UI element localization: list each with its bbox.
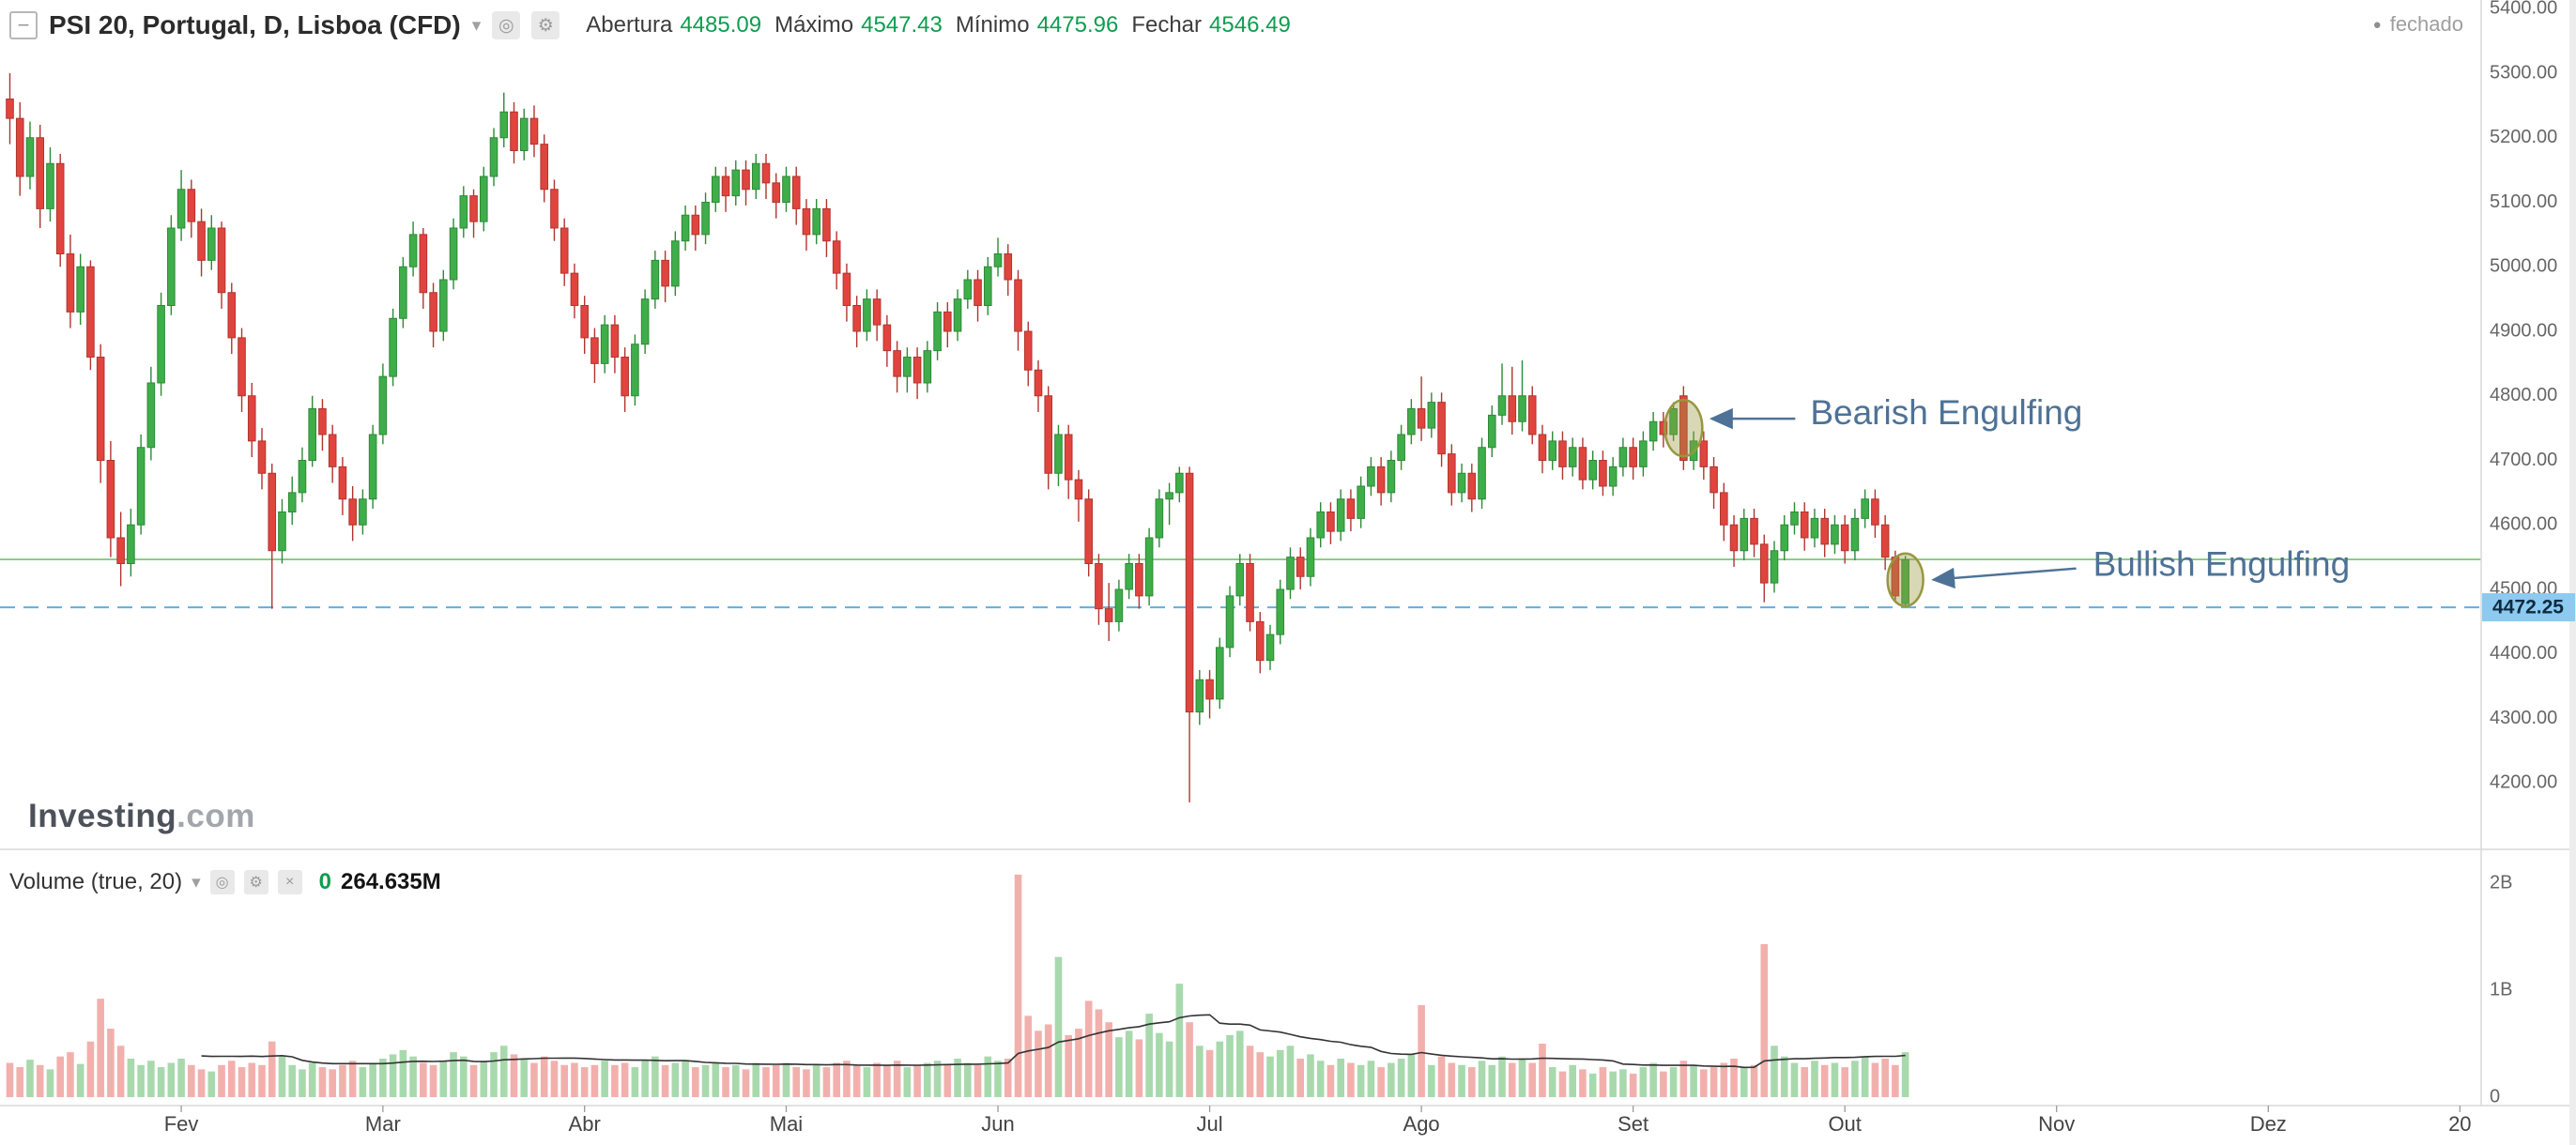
high-value: 4547.43 (861, 12, 943, 38)
open-value: 4485.09 (680, 12, 762, 38)
annotation-arrow[interactable] (1931, 567, 2077, 589)
status-dot-icon: ● (2372, 16, 2382, 33)
settings-icon[interactable]: ⚙ (531, 11, 560, 39)
collapse-panel-icon[interactable]: − (9, 11, 38, 39)
svg-text:4400.00: 4400.00 (2490, 643, 2557, 664)
investing-logo-brand: Investing (28, 798, 177, 834)
market-status-label: fechado (2389, 12, 2463, 36)
svg-text:Ago: Ago (1403, 1112, 1440, 1136)
svg-text:5100.00: 5100.00 (2490, 191, 2557, 212)
svg-text:2B: 2B (2490, 872, 2512, 893)
svg-text:Jun: Jun (981, 1112, 1014, 1136)
right-scrollbar[interactable] (2569, 0, 2576, 1145)
low-value: 4475.96 (1036, 12, 1119, 38)
svg-text:Abr: Abr (569, 1112, 601, 1136)
svg-text:4800.00: 4800.00 (2490, 385, 2557, 405)
visibility-icon[interactable]: ◎ (209, 870, 235, 894)
svg-text:Set: Set (1618, 1112, 1648, 1136)
volume-indicator-label[interactable]: Volume (true, 20) (9, 869, 183, 894)
svg-text:5400.00: 5400.00 (2490, 0, 2557, 19)
svg-text:4900.00: 4900.00 (2490, 320, 2557, 341)
svg-text:Jul: Jul (1196, 1112, 1222, 1136)
chart-toolbar: − PSI 20, Portugal, D, Lisboa (CFD) ▾ ◎ … (9, 8, 1291, 43)
volume-axis[interactable]: 2B 1B 0 (2490, 872, 2512, 1107)
annotation-text[interactable]: Bearish Engulfing (1810, 393, 2082, 432)
svg-text:Mar: Mar (365, 1112, 401, 1136)
settings-icon[interactable]: ⚙ (243, 870, 268, 894)
annotation-ellipse[interactable] (1886, 552, 1924, 607)
time-axis[interactable]: Fev Mar Abr Mai Jun Jul Ago Set Out Nov Dez 20 (164, 1106, 2472, 1136)
svg-text:Nov: Nov (2038, 1112, 2075, 1136)
price-badge (2482, 593, 2575, 622)
svg-text:4300.00: 4300.00 (2490, 708, 2557, 728)
svg-text:Mai: Mai (770, 1112, 803, 1136)
svg-text:1B: 1B (2490, 979, 2512, 1000)
symbol-title[interactable]: PSI 20, Portugal, D, Lisboa (CFD) (49, 10, 461, 39)
svg-text:5000.00: 5000.00 (2490, 256, 2557, 277)
svg-text:0: 0 (2490, 1086, 2500, 1107)
volume-ma-line (201, 1014, 1906, 1069)
chevron-down-icon[interactable]: ▾ (471, 15, 482, 36)
visibility-icon[interactable]: ◎ (492, 11, 521, 39)
high-label: Máximo (774, 12, 854, 38)
close-value: 4546.49 (1209, 12, 1291, 38)
close-label: Fechar (1131, 12, 1203, 38)
candles-layer[interactable] (6, 73, 1909, 802)
low-label: Mínimo (955, 12, 1030, 38)
close-icon[interactable]: × (277, 870, 302, 894)
svg-text:Out: Out (1828, 1112, 1861, 1136)
investing-logo: Investing.com (28, 798, 255, 835)
annotation-text[interactable]: Bullish Engulfing (2093, 544, 2351, 583)
volume-zero-value: 0 (318, 869, 331, 894)
svg-text:5200.00: 5200.00 (2490, 127, 2557, 147)
open-label: Abertura (586, 12, 673, 38)
ohlc-readout: Abertura 4485.09 Máximo 4547.43 Mínimo 4… (586, 12, 1291, 38)
price-axis[interactable]: 5400.00 5300.00 5200.00 5100.00 5000.00 4900.… (2490, 0, 2557, 793)
svg-text:Dez: Dez (2250, 1112, 2287, 1136)
annotation-ellipse[interactable] (1664, 398, 1704, 458)
volume-indicator-header: Volume (true, 20) ▾ ◎ ⚙ × 0 264.635M (9, 869, 441, 895)
volume-bars-layer[interactable] (6, 874, 1909, 1097)
market-status: ● fechado (2373, 12, 2463, 37)
chevron-down-icon[interactable]: ▾ (192, 872, 201, 893)
investing-logo-tld: .com (176, 798, 255, 834)
svg-text:5300.00: 5300.00 (2490, 62, 2557, 83)
svg-text:4472.25: 4472.25 (2492, 597, 2564, 618)
volume-current-value: 264.635M (341, 869, 441, 894)
svg-text:20: 20 (2448, 1112, 2471, 1136)
svg-text:4200.00: 4200.00 (2490, 772, 2557, 793)
svg-text:Fev: Fev (164, 1112, 199, 1136)
svg-text:4700.00: 4700.00 (2490, 450, 2557, 470)
svg-text:4600.00: 4600.00 (2490, 514, 2557, 535)
